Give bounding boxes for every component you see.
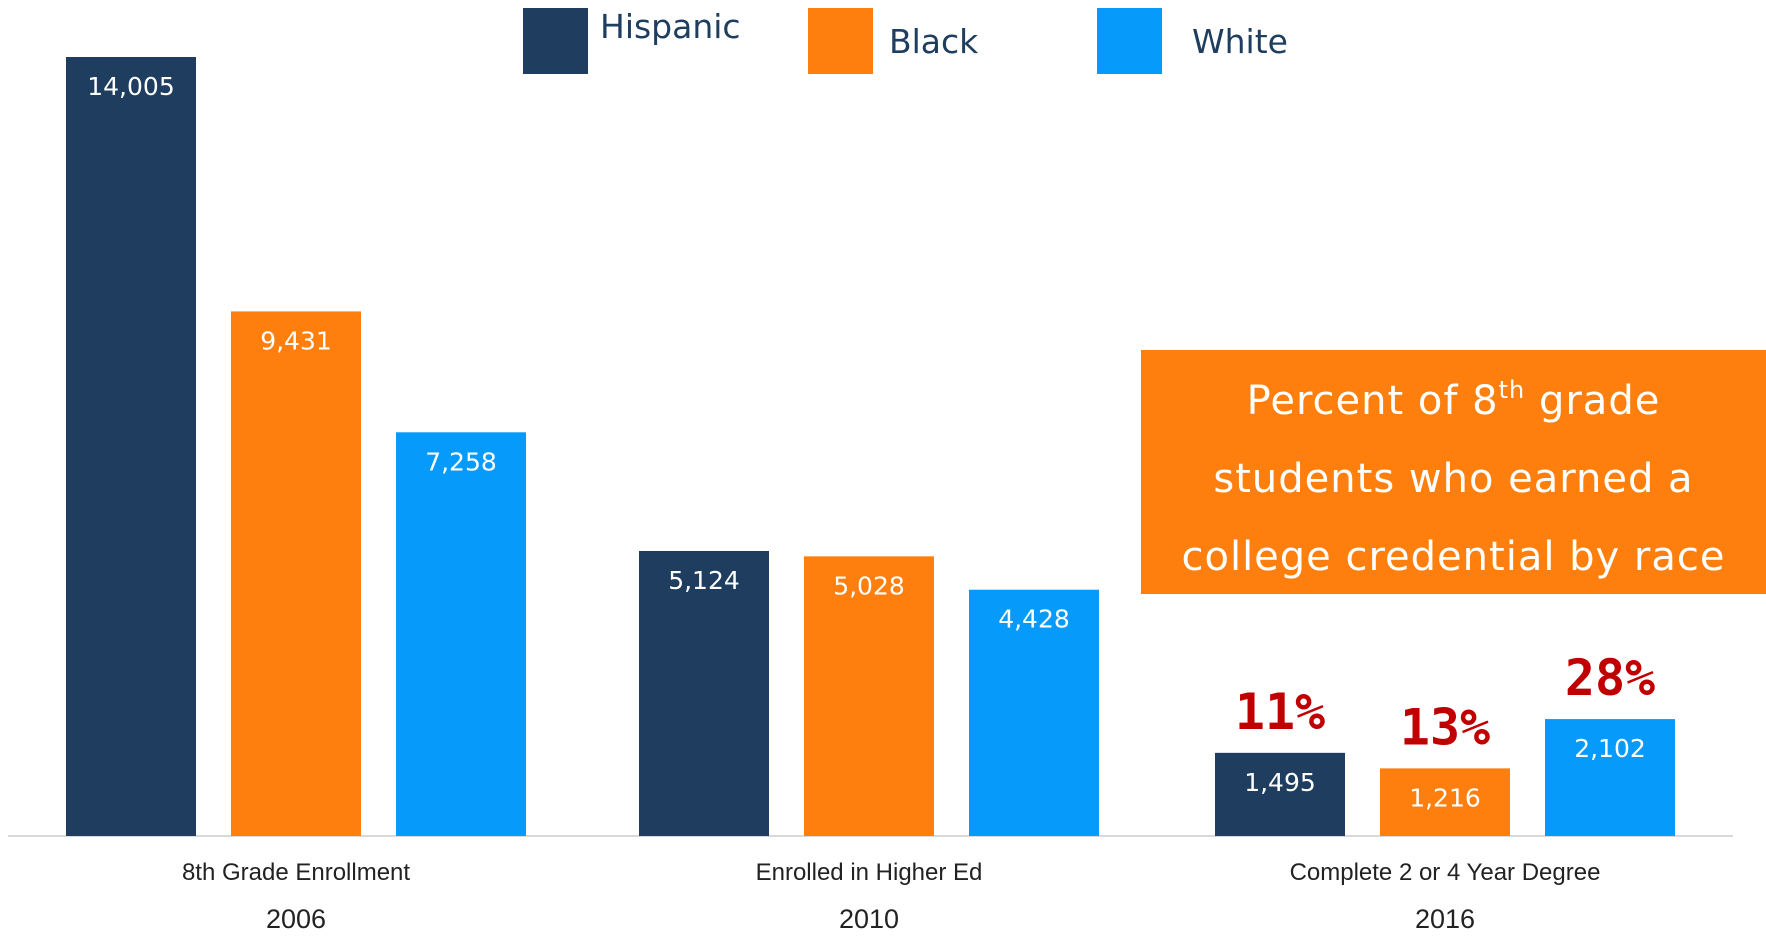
bar-value-label-hispanic-0: 14,005 [87,72,174,101]
bar-value-label-hispanic-2: 1,495 [1244,768,1316,797]
bar-white-1 [969,589,1099,836]
callout-line-1-pre: Percent of 8 [1246,378,1499,424]
legend-swatch-black [808,8,873,74]
legend-swatch-hispanic [523,8,588,74]
bar-value-label-white-2: 2,102 [1574,734,1646,763]
callout-line-1-sup: th [1498,376,1526,404]
legend-white: White [1097,8,1288,74]
legend-label-black: Black [889,21,979,61]
x-tick-label-1: Enrolled in Higher Ed [756,859,983,886]
percent-annotation-hispanic: 11% [1235,683,1325,741]
bar-black-1 [804,556,934,836]
legend-black: Black [808,8,978,74]
callout-line-3: college credential by race [1181,534,1726,580]
bar-hispanic-2 [1215,752,1345,836]
legend-swatch-white [1097,8,1162,74]
legend-hispanic: Hispanic [523,6,741,74]
percent-annotation-black: 13% [1400,698,1490,756]
bar-white-0 [396,432,526,836]
x-tick-label-0: 8th Grade Enrollment [182,859,410,886]
x-year-label-1: 2010 [839,904,899,934]
percent-annotation-white: 28% [1565,649,1655,707]
legend-label-white: White [1192,21,1288,61]
x-year-label-0: 2006 [266,904,326,934]
bar-value-label-white-1: 4,428 [998,605,1070,634]
bar-value-label-hispanic-1: 5,124 [668,566,740,595]
callout-line-2: students who earned a [1213,456,1694,502]
bar-white-2 [1545,719,1675,836]
bar-black-0 [231,311,361,836]
callout-line-1-post: grade [1525,378,1661,424]
bar-value-label-black-0: 9,431 [260,326,332,355]
callout-box: Percent of 8th grade students who earned… [1141,350,1766,594]
bar-hispanic-1 [639,550,769,836]
bar-value-label-white-0: 7,258 [425,447,497,476]
bar-value-label-black-1: 5,028 [833,571,905,600]
bar-value-label-black-2: 1,216 [1409,783,1481,812]
callout-line-1: Percent of 8th grade [1141,362,1766,440]
x-tick-label-2: Complete 2 or 4 Year Degree [1290,859,1601,886]
x-year-label-2: 2016 [1415,904,1475,934]
legend-label-hispanic: Hispanic [600,6,741,46]
bar-black-2 [1380,768,1510,836]
bar-hispanic-0 [66,57,196,836]
